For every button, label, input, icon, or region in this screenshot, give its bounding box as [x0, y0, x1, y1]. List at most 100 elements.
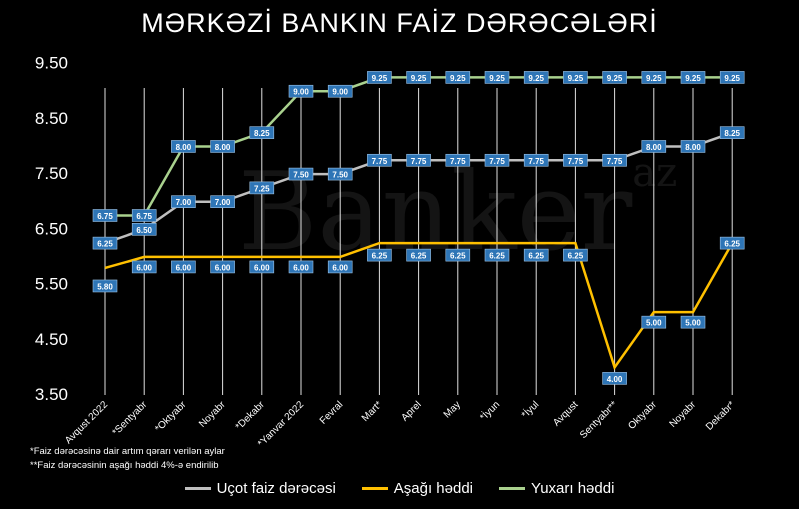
data-label: 8.25 [254, 129, 270, 138]
data-label-box [719, 126, 745, 139]
data-label: 9.25 [724, 74, 740, 83]
data-label: 6.00 [176, 263, 192, 272]
legend-label: Aşağı həddi [393, 480, 474, 497]
x-tick-label: *Dekabr [234, 399, 268, 433]
data-label: 7.25 [254, 184, 270, 193]
data-label: 6.25 [528, 252, 544, 261]
data-label: 7.00 [215, 198, 231, 207]
data-label-box [523, 153, 549, 167]
data-label: 5.00 [685, 319, 701, 328]
data-label: 8.00 [685, 143, 701, 152]
data-label: 6.25 [411, 252, 427, 261]
data-label-box [249, 260, 275, 274]
data-label: 6.00 [254, 263, 270, 272]
data-label: 7.75 [450, 157, 466, 166]
data-label: 7.75 [372, 157, 388, 166]
y-tick-label: 4.50 [35, 330, 68, 349]
data-label-box [171, 260, 196, 274]
x-tick-label: Fevral [318, 399, 345, 426]
data-label: 7.75 [607, 157, 623, 166]
data-label: 6.25 [97, 240, 113, 249]
data-label: 9.25 [411, 74, 427, 83]
y-tick-label: 3.50 [35, 385, 68, 404]
data-label-box [680, 315, 706, 329]
data-label-box [210, 260, 235, 274]
data-label: 6.50 [136, 226, 152, 235]
data-label-box [406, 153, 431, 167]
data-label-box [641, 315, 667, 329]
data-label-box [602, 71, 627, 84]
data-label-box [523, 71, 549, 84]
data-label-box [288, 260, 314, 274]
data-label: 6.25 [372, 252, 388, 261]
data-label: 6.00 [293, 263, 309, 272]
note-increase-months: *Faiz dərəcəsinə dair artım qərarı veril… [30, 446, 225, 457]
x-tick-label: Oktyabr [626, 399, 659, 432]
data-label: 5.80 [97, 282, 113, 291]
data-label-box [484, 153, 510, 167]
chart-legend: Uçot faiz dərəcəsi Aşağı həddi Yuxarı hədd… [0, 480, 799, 497]
data-label-box [171, 140, 196, 153]
data-label-box [249, 126, 275, 139]
data-label: 6.25 [724, 240, 740, 249]
y-tick-label: 8.50 [35, 109, 68, 128]
note-lower-bound: **Faiz dərəcəsinin aşağı həddi 4%-ə endi… [30, 460, 219, 471]
data-label-box [641, 71, 667, 84]
y-tick-label: 7.50 [35, 164, 68, 183]
data-label: 7.50 [293, 171, 309, 180]
data-label: 7.75 [411, 157, 427, 166]
data-label: 8.00 [176, 143, 192, 152]
data-label-box [210, 140, 235, 153]
legend-swatch [361, 487, 388, 490]
legend-label: Yuxarı həddi [531, 480, 615, 497]
data-label: 4.00 [607, 375, 623, 384]
data-label-box [288, 167, 314, 181]
data-label: 9.25 [528, 74, 544, 83]
data-label-box [680, 140, 706, 153]
data-label: 6.00 [332, 263, 348, 272]
data-label-box [131, 209, 157, 222]
data-label-box [327, 167, 353, 181]
y-tick-label: 5.50 [35, 275, 68, 294]
legend-item: Aşağı həddi [361, 480, 474, 497]
x-tick-label: *İyun [477, 398, 502, 423]
data-label: 6.25 [568, 252, 584, 261]
data-label-box [131, 260, 157, 274]
data-label-box [406, 248, 431, 262]
data-label: 6.25 [450, 252, 466, 261]
data-label-box [210, 195, 235, 208]
data-label-box [327, 260, 353, 274]
data-label: 7.75 [489, 157, 505, 166]
legend-swatch [184, 487, 211, 490]
data-label: 6.25 [489, 252, 505, 261]
data-label: 6.75 [136, 212, 152, 221]
data-label-box [171, 195, 196, 208]
data-label-box [563, 153, 588, 167]
y-tick-label: 6.50 [35, 219, 68, 238]
data-label: 7.75 [528, 157, 544, 166]
legend-swatch [499, 487, 526, 490]
data-label-box [92, 279, 118, 293]
chart-title: MƏRKƏZİ BANKIN FAİZ DƏRƏCƏLƏRİ [141, 8, 658, 38]
data-label: 9.25 [646, 74, 662, 83]
x-tick-label: May [442, 399, 463, 420]
x-tick-label: Avqust 2022 [63, 399, 110, 446]
x-tick-label: Avqust [551, 399, 580, 428]
x-tick-label: Aprel [399, 399, 423, 423]
data-label: 7.50 [332, 171, 348, 180]
data-label: 8.25 [724, 129, 740, 138]
data-label: 6.00 [215, 263, 231, 272]
data-label-box [406, 71, 431, 84]
x-tick-label: Sentyabr** [578, 399, 620, 441]
data-label-box [92, 236, 118, 250]
data-label: 8.00 [215, 143, 231, 152]
data-label-box [719, 236, 745, 250]
data-label: 9.25 [568, 74, 584, 83]
data-label: 9.00 [293, 88, 309, 97]
data-label-box [288, 84, 314, 98]
data-label: 6.75 [97, 212, 113, 221]
x-tick-label: Dekabr* [704, 399, 737, 432]
data-label-box [445, 153, 471, 167]
data-label-box [602, 372, 627, 385]
